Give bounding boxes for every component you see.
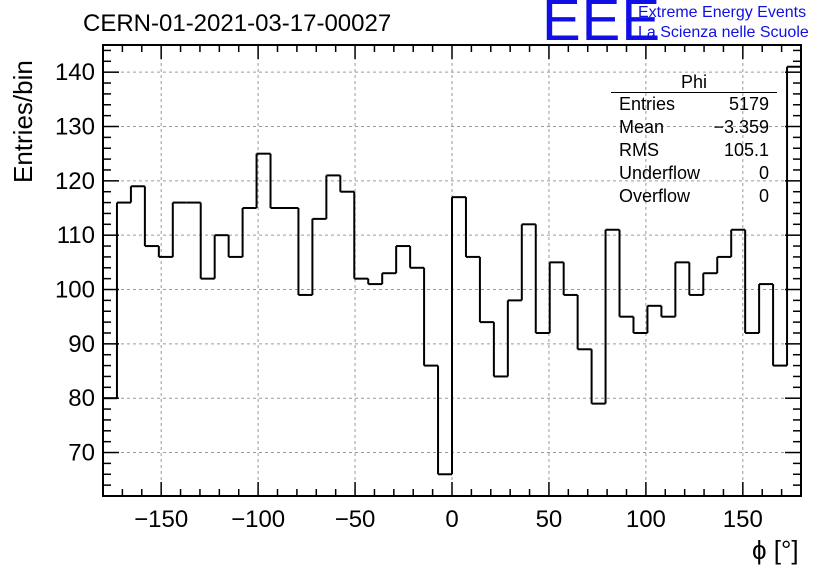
y-tick-label: 80 [68, 385, 95, 412]
logo-subtitle-2: La Scienza nelle Scuole [638, 24, 809, 41]
stats-title: Phi [611, 72, 777, 93]
x-tick-label: −50 [335, 506, 376, 533]
stats-row: Underflow 0 [611, 162, 777, 185]
logo-subtitle-1: Extreme Energy Events [638, 4, 807, 21]
stats-value: −3.359 [713, 117, 769, 137]
x-tick-label: 50 [536, 506, 563, 533]
stats-key: Entries [619, 94, 676, 114]
stats-key: Underflow [619, 163, 701, 183]
x-tick-label: −150 [134, 506, 188, 533]
x-tick-label: 100 [626, 506, 666, 533]
stats-row: Mean −3.359 [611, 116, 777, 139]
stats-box: Phi Entries 5179 Mean −3.359 RMS 105.1 U… [611, 72, 777, 208]
stats-key: Mean [619, 117, 665, 137]
y-tick-label: 130 [55, 114, 95, 141]
x-tick-labels: −150 −100 −50 0 50 100 150 [134, 506, 763, 533]
stats-row: Overflow 0 [611, 185, 777, 208]
x-tick-label: −100 [231, 506, 285, 533]
stats-row: Entries 5179 [611, 93, 777, 116]
y-tick-label: 90 [68, 331, 95, 358]
y-tick-label: 140 [55, 59, 95, 86]
stats-key: Overflow [619, 186, 691, 206]
eee-logo: EEE [542, 0, 662, 53]
y-tick-label: 70 [68, 440, 95, 467]
x-axis-label: ϕ [°] [752, 535, 799, 565]
stats-value: 0 [758, 186, 769, 206]
run-title: CERN-01-2021-03-17-00027 [83, 10, 392, 37]
stats-value: 105.1 [723, 140, 769, 160]
stats-row: RMS 105.1 [611, 139, 777, 162]
histogram-bars [103, 65, 801, 476]
x-tick-label: 150 [723, 506, 763, 533]
axis-ticks [102, 45, 802, 496]
y-tick-labels: 70 80 90 100 110 120 130 140 [55, 59, 95, 466]
x-tick-label: 0 [445, 506, 458, 533]
y-tick-label: 120 [55, 168, 95, 195]
stats-value: 0 [758, 163, 769, 183]
y-axis-label: Entries/bin [8, 60, 38, 183]
stats-value: 5179 [728, 94, 769, 114]
y-tick-label: 110 [57, 222, 95, 249]
y-tick-label: 100 [55, 277, 95, 304]
stats-key: RMS [619, 140, 659, 160]
